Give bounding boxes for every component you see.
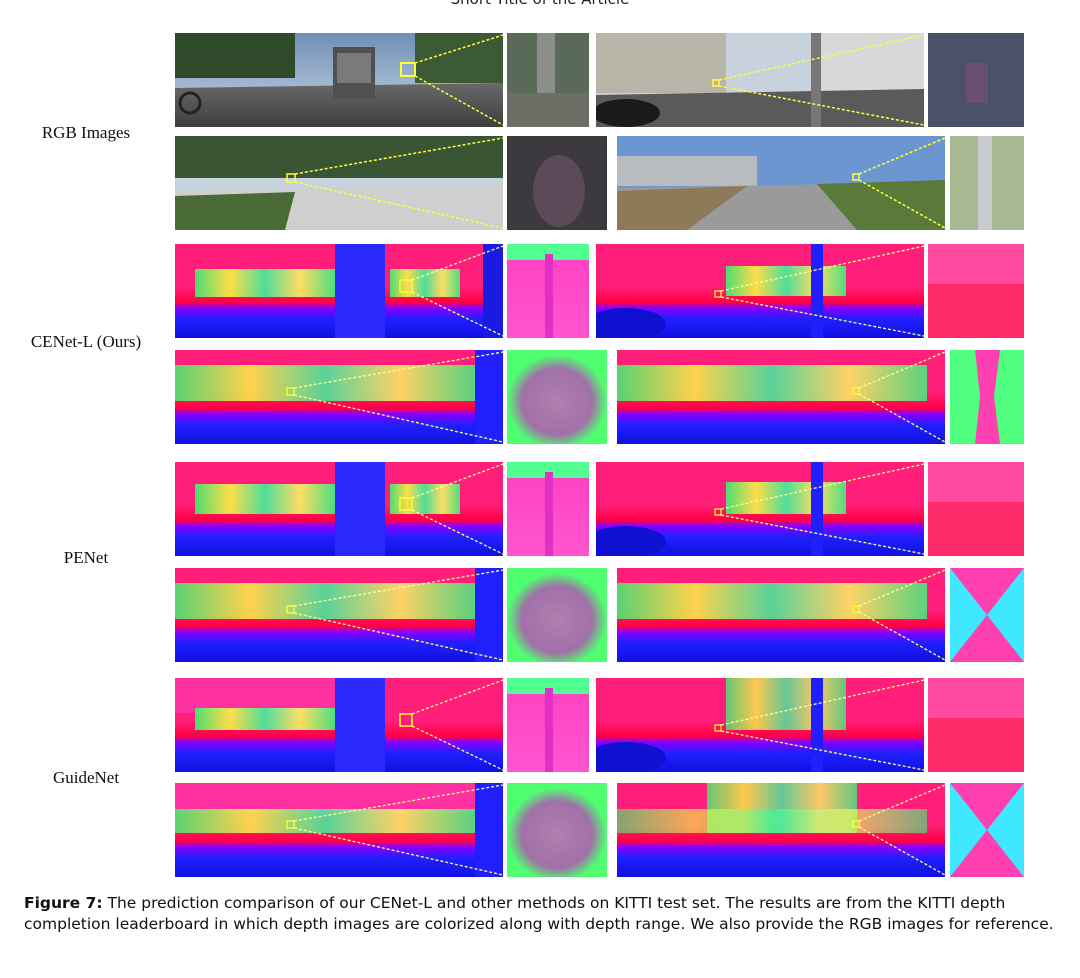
penet-zoom-1 [507,462,589,556]
figure-caption-text: The prediction comparison of our CENet-L… [24,894,1054,933]
rgb-zoom-4 [950,136,1024,230]
guidenet-zoom-2 [928,678,1024,772]
rgb-image-2 [596,33,924,127]
guidenet-depth-3 [175,783,503,877]
guidenet-zoom-4 [950,783,1024,877]
guidenet-zoom-1 [507,678,589,772]
row-label-guidenet: GuideNet [52,768,120,787]
cenet-depth-1 [175,244,503,338]
cenet-depth-3 [175,350,503,444]
rgb-image-1 [175,33,503,127]
cenet-zoom-3 [507,350,607,444]
guidenet-depth-1 [175,678,503,772]
penet-depth-2 [596,462,924,556]
penet-depth-3 [175,568,503,662]
cenet-depth-2 [596,244,924,338]
row-label-penet: PENet [63,548,109,567]
cenet-depth-4 [617,350,945,444]
penet-zoom-4 [950,568,1024,662]
running-title: Short Title of the Article [0,0,1080,8]
penet-zoom-2 [928,462,1024,556]
guidenet-zoom-3 [507,783,607,877]
rgb-image-3 [175,136,503,230]
cenet-zoom-4 [950,350,1024,444]
guidenet-depth-2 [596,678,924,772]
penet-depth-1 [175,462,503,556]
penet-depth-4 [617,568,945,662]
penet-zoom-3 [507,568,607,662]
row-label-rgb: RGB Images [41,123,131,142]
rgb-zoom-3 [507,136,607,230]
cenet-zoom-2 [928,244,1024,338]
rgb-image-4 [617,136,945,230]
figure-number: Figure 7: [24,894,103,912]
row-label-cenet: CENet-L (Ours) [30,332,142,351]
figure-caption: Figure 7: The prediction comparison of o… [24,893,1056,935]
cenet-zoom-1 [507,244,589,338]
guidenet-depth-4 [617,783,945,877]
rgb-zoom-1 [507,33,589,127]
rgb-zoom-2 [928,33,1024,127]
